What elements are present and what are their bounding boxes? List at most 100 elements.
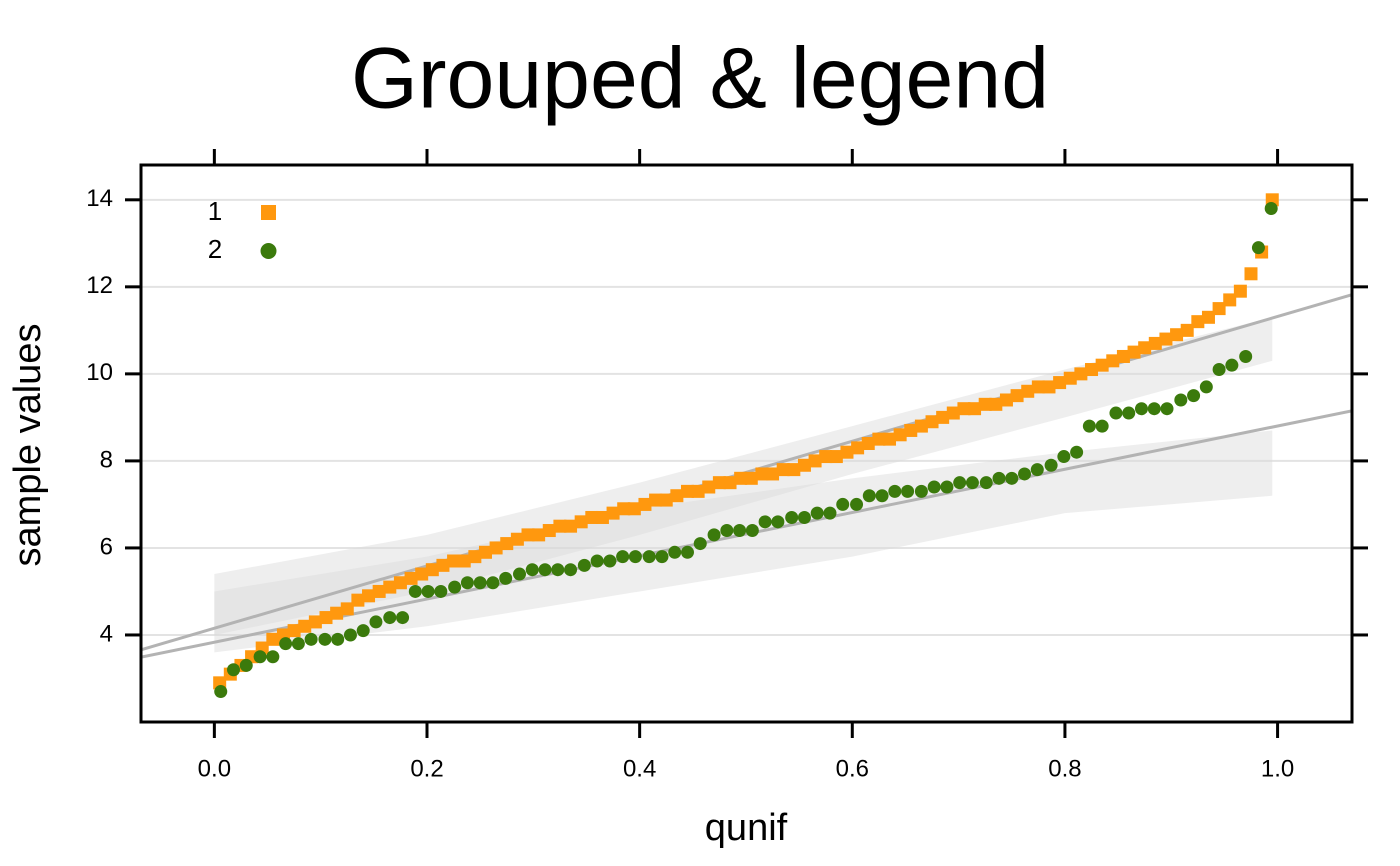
point — [436, 558, 450, 572]
legend-label: 1 — [208, 196, 222, 226]
x-tick-label: 0.6 — [836, 755, 869, 782]
point — [957, 402, 971, 416]
point — [538, 563, 552, 577]
point — [829, 450, 843, 464]
point — [486, 576, 500, 590]
x-tick-label: 0.8 — [1048, 755, 1081, 782]
point — [627, 502, 641, 516]
x-tick-label: 0.0 — [198, 755, 231, 782]
point — [785, 510, 799, 524]
point — [574, 515, 588, 529]
point — [823, 506, 837, 520]
point — [343, 628, 357, 642]
point — [1244, 267, 1258, 281]
point — [448, 580, 462, 594]
point — [1109, 406, 1123, 420]
point — [1251, 241, 1265, 255]
chart-title: Grouped & legend — [351, 31, 1049, 127]
point — [946, 406, 960, 420]
point — [564, 519, 578, 533]
point — [1074, 367, 1088, 381]
point — [590, 554, 604, 568]
point — [1057, 450, 1071, 464]
point — [1095, 419, 1109, 433]
point — [1170, 328, 1184, 342]
point — [1053, 376, 1067, 390]
point — [239, 658, 253, 672]
point — [510, 532, 524, 546]
point — [489, 541, 503, 555]
point — [628, 550, 642, 564]
point — [1180, 323, 1194, 337]
point — [745, 524, 759, 538]
point — [723, 476, 737, 490]
point — [734, 471, 748, 485]
point — [1191, 315, 1205, 329]
point — [308, 615, 322, 629]
point — [1116, 349, 1130, 363]
point — [862, 489, 876, 503]
point — [351, 593, 365, 607]
point — [836, 497, 850, 511]
point — [1147, 402, 1161, 416]
point — [1187, 389, 1201, 403]
y-tick-label: 6 — [100, 533, 113, 560]
point — [797, 458, 811, 472]
point — [901, 484, 915, 498]
point — [850, 497, 864, 511]
x-axis-label: qunif — [705, 807, 788, 849]
point — [691, 484, 705, 498]
point — [500, 537, 514, 551]
point — [712, 476, 726, 490]
point — [460, 576, 474, 590]
point — [953, 476, 967, 490]
point — [383, 580, 397, 594]
point — [396, 611, 410, 625]
point — [266, 632, 280, 646]
point — [914, 484, 928, 498]
point — [797, 510, 811, 524]
point — [968, 402, 982, 416]
point — [979, 476, 993, 490]
point — [369, 615, 383, 629]
point — [1063, 371, 1077, 385]
point — [404, 571, 418, 585]
point — [226, 663, 240, 677]
point — [927, 480, 941, 494]
point — [925, 415, 939, 429]
confidence-band — [214, 430, 1273, 653]
point — [473, 576, 487, 590]
point — [291, 637, 305, 651]
point — [744, 471, 758, 485]
point — [1148, 336, 1162, 350]
point — [525, 563, 539, 577]
point — [1005, 471, 1019, 485]
point — [965, 476, 979, 490]
point — [1095, 358, 1109, 372]
point — [595, 510, 609, 524]
point — [408, 584, 422, 598]
point — [755, 467, 769, 481]
point — [214, 685, 228, 699]
point — [851, 441, 865, 455]
point — [617, 502, 631, 516]
point — [1212, 363, 1226, 377]
point — [1106, 354, 1120, 368]
point — [298, 619, 312, 633]
point — [1233, 284, 1247, 298]
point — [1239, 349, 1253, 363]
point — [457, 554, 471, 568]
point — [532, 528, 546, 542]
point — [1212, 302, 1226, 316]
point — [1199, 380, 1213, 394]
point — [356, 624, 370, 638]
point — [362, 589, 376, 603]
point — [318, 632, 332, 646]
point — [819, 450, 833, 464]
point — [468, 550, 482, 564]
point — [1018, 467, 1032, 481]
point — [720, 524, 734, 538]
point — [1070, 445, 1084, 459]
